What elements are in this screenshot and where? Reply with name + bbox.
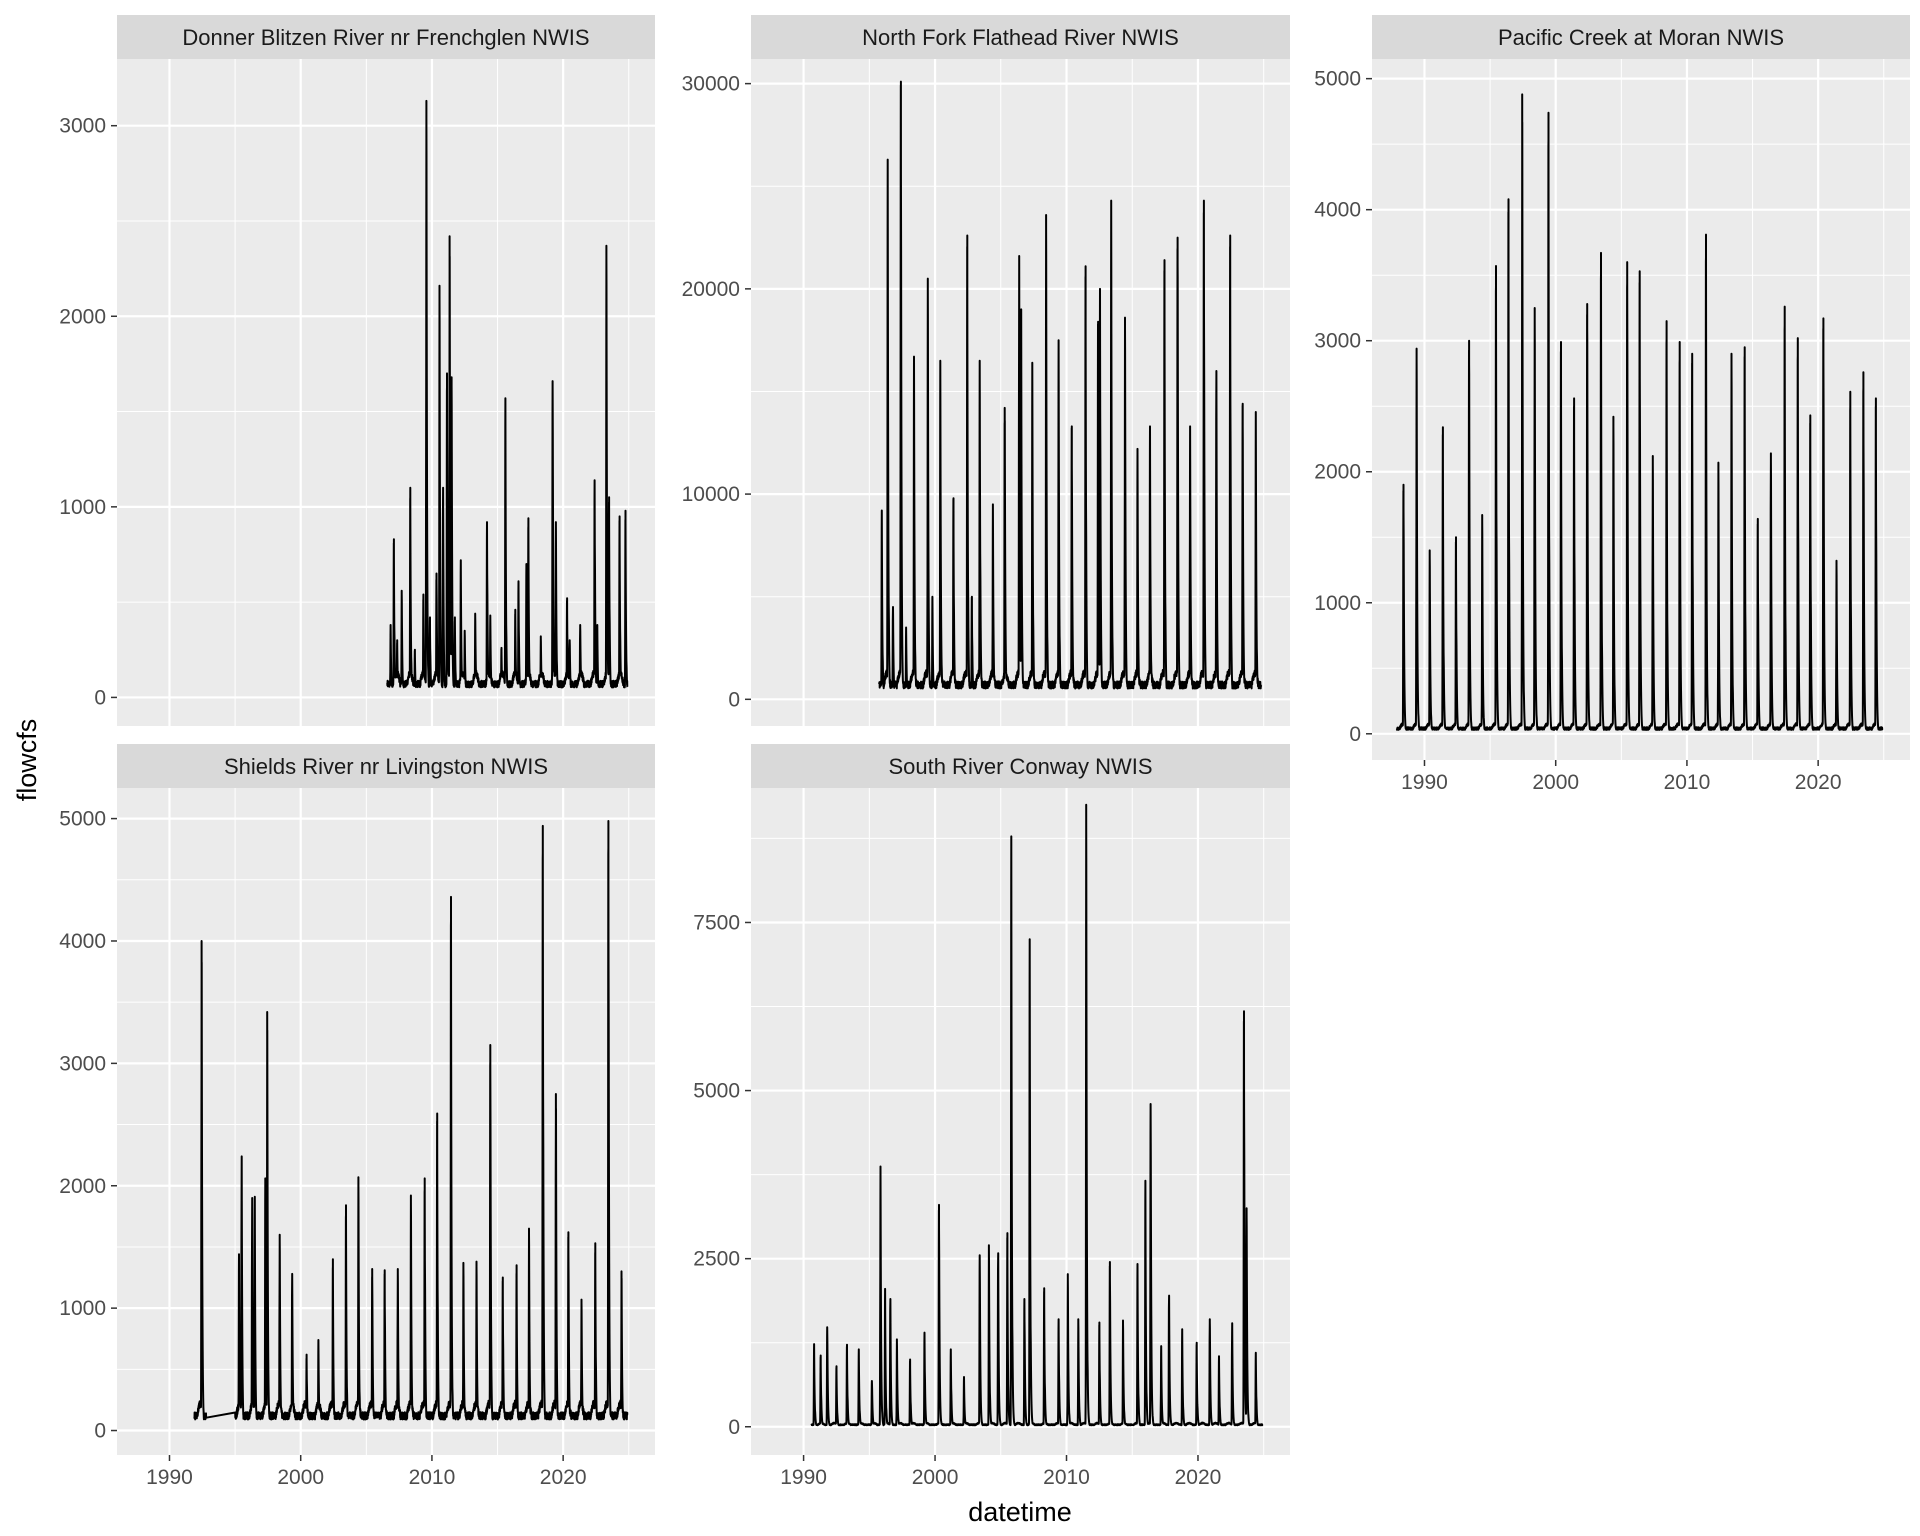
y-tick-label: 3000: [1314, 330, 1361, 353]
y-tick-label: 4000: [1314, 199, 1361, 222]
x-tick-label: 2020: [1175, 1466, 1222, 1489]
facet-panel-2: North Fork Flathead River NWIS 0 10000 2000…: [682, 15, 1290, 726]
flow-series-line: [1395, 93, 1884, 731]
facet-title: Donner Blitzen River nr Frenchglen NWIS: [182, 25, 589, 50]
facet-strip: [1372, 15, 1910, 59]
y-tick-label: 4000: [59, 930, 106, 953]
x-tick-label: 2000: [277, 1466, 324, 1489]
facet-title: Pacific Creek at Moran NWIS: [1498, 25, 1784, 50]
facet-title: North Fork Flathead River NWIS: [862, 25, 1179, 50]
y-tick-label: 0: [1349, 723, 1361, 746]
facet-title: South River Conway NWIS: [888, 754, 1152, 779]
x-tick-label: 2010: [1043, 1466, 1090, 1489]
y-tick-label: 2000: [59, 1175, 106, 1198]
facet-panel-4: Shields River nr Livingston NWIS 0 1000 200…: [59, 744, 655, 1489]
flow-series-line: [810, 803, 1264, 1427]
y-tick-label: 0: [94, 1420, 106, 1443]
y-tick-label: 1000: [59, 496, 106, 519]
y-tick-label: 2500: [693, 1248, 740, 1271]
y-tick-label: 30000: [682, 73, 740, 96]
facet-strip: [751, 15, 1290, 59]
flow-series-line: [878, 80, 1263, 690]
facet-panel-3: Pacific Creek at Moran NWIS 0 1000 2000 3000…: [1314, 15, 1910, 794]
panel-background: [117, 59, 655, 726]
y-tick-label: 5000: [693, 1080, 740, 1103]
y-tick-label: 3000: [59, 115, 106, 138]
facet-strip: [117, 744, 655, 788]
x-tick-label: 2020: [1795, 771, 1842, 794]
facet-strip: [751, 744, 1290, 788]
y-tick-label: 5000: [59, 808, 106, 831]
facet-title: Shields River nr Livingston NWIS: [224, 754, 548, 779]
y-tick-label: 5000: [1314, 68, 1361, 91]
y-tick-label: 0: [728, 1416, 740, 1439]
facet-strip: [117, 15, 655, 59]
y-tick-label: 0: [728, 688, 740, 711]
x-tick-label: 2010: [409, 1466, 456, 1489]
y-axis-title: flowcfs: [12, 719, 42, 802]
x-tick-label: 1990: [1401, 771, 1448, 794]
x-tick-label: 2010: [1664, 771, 1711, 794]
x-tick-label: 2020: [540, 1466, 587, 1489]
panel-background: [751, 788, 1290, 1455]
y-tick-label: 7500: [693, 911, 740, 934]
x-tick-label: 2000: [1532, 771, 1579, 794]
x-tick-label: 1990: [146, 1466, 193, 1489]
facet-panel-5: South River Conway NWIS 0 2500 5000 7500 1990…: [693, 744, 1290, 1489]
y-tick-label: 1000: [1314, 592, 1361, 615]
x-axis-title: datetime: [968, 1497, 1072, 1527]
y-tick-label: 3000: [59, 1052, 106, 1075]
y-tick-label: 0: [94, 686, 106, 709]
y-tick-label: 20000: [682, 278, 740, 301]
y-tick-label: 2000: [59, 305, 106, 328]
x-tick-label: 1990: [780, 1466, 827, 1489]
y-tick-label: 2000: [1314, 461, 1361, 484]
y-tick-label: 1000: [59, 1297, 106, 1320]
x-tick-label: 2000: [912, 1466, 959, 1489]
y-tick-label: 10000: [682, 483, 740, 506]
facet-panel-1: Donner Blitzen River nr Frenchglen NWIS 0…: [59, 15, 655, 726]
flow-series-line: [386, 99, 629, 689]
flow-series-line: [193, 820, 629, 1421]
